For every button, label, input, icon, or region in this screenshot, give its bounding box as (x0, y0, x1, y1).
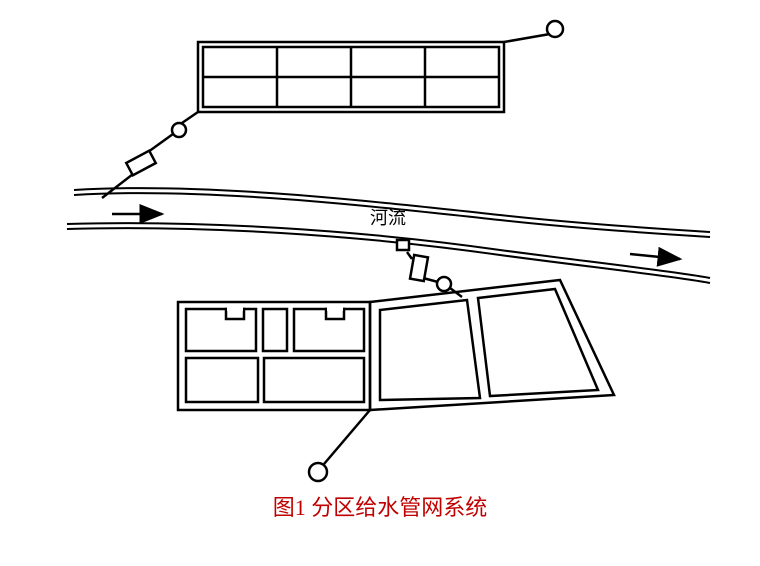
diagram-svg: 河流 (0, 0, 760, 540)
figure-caption: 图1 分区给水管网系统 (0, 490, 760, 522)
svg-text:河流: 河流 (370, 208, 406, 228)
caption-text: 图1 分区给水管网系统 (273, 495, 488, 520)
water-network-diagram: 河流 (0, 0, 760, 566)
